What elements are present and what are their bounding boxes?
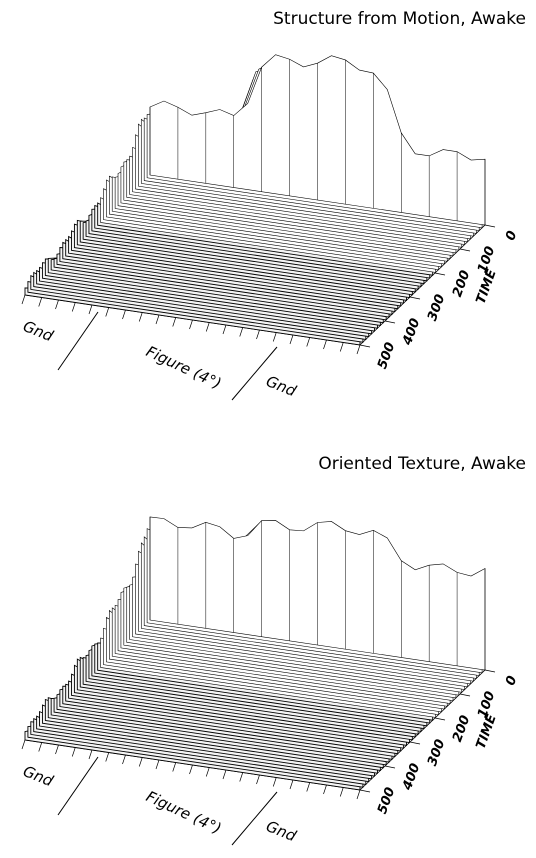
front-tick bbox=[239, 772, 244, 782]
time-axis-label: TIME bbox=[474, 267, 500, 306]
front-tick bbox=[55, 744, 59, 755]
time-tick-label: 200 bbox=[450, 268, 473, 299]
front-tick bbox=[71, 302, 76, 312]
panel-title: Oriented Texture, Awake bbox=[318, 454, 526, 474]
front-tick bbox=[323, 339, 327, 350]
time-tick bbox=[484, 224, 496, 228]
front-tick bbox=[38, 297, 43, 307]
region-divider bbox=[231, 791, 278, 846]
front-tick bbox=[339, 342, 344, 352]
front-tick bbox=[306, 337, 311, 347]
region-label: Gnd bbox=[21, 317, 57, 345]
time-axis-label: TIME bbox=[474, 712, 500, 751]
region-label: Gnd bbox=[264, 372, 300, 400]
panel: Oriented Texture, Awake Gnd Figure (4°) Gnd… bbox=[21, 454, 526, 845]
panel: Structure from Motion, Awake Gnd Figure (4… bbox=[21, 9, 526, 400]
time-tick bbox=[484, 669, 496, 673]
front-tick bbox=[21, 294, 26, 305]
front-tick bbox=[122, 754, 126, 765]
time-tick bbox=[384, 765, 396, 769]
front-tick bbox=[155, 759, 160, 770]
time-tick bbox=[409, 741, 421, 745]
time-tick-label: 0 bbox=[503, 674, 520, 688]
front-tick bbox=[88, 749, 93, 760]
front-tick bbox=[71, 747, 76, 757]
front-tick bbox=[289, 779, 294, 790]
region-divider bbox=[57, 756, 99, 816]
time-tick bbox=[384, 320, 396, 324]
region-divider bbox=[231, 346, 278, 401]
front-tick bbox=[205, 767, 210, 777]
time-tick bbox=[459, 693, 471, 697]
time-tick-label: 0 bbox=[503, 229, 520, 243]
front-tick bbox=[122, 309, 126, 320]
time-tick bbox=[359, 344, 371, 348]
front-tick bbox=[289, 334, 294, 345]
front-tick bbox=[339, 787, 344, 797]
front-tick bbox=[138, 757, 143, 767]
time-tick bbox=[434, 717, 446, 721]
front-tick bbox=[306, 782, 311, 792]
time-tick-label: 500 bbox=[375, 340, 398, 371]
front-tick bbox=[222, 324, 227, 335]
front-tick bbox=[38, 742, 43, 752]
front-tick bbox=[323, 784, 327, 795]
time-tick-label: 200 bbox=[450, 713, 473, 744]
front-tick bbox=[55, 299, 59, 310]
front-tick bbox=[172, 762, 177, 772]
front-tick bbox=[205, 322, 210, 332]
front-tick bbox=[172, 317, 177, 327]
time-tick-label: 400 bbox=[400, 761, 424, 793]
front-tick bbox=[239, 327, 244, 337]
front-tick bbox=[105, 307, 110, 317]
front-tick bbox=[155, 314, 160, 325]
front-tick bbox=[356, 344, 361, 355]
region-label: Figure (4°) bbox=[143, 342, 224, 392]
front-tick bbox=[256, 774, 260, 785]
time-tick-label: 300 bbox=[425, 292, 448, 323]
front-tick bbox=[272, 777, 277, 787]
region-divider bbox=[57, 311, 99, 371]
front-tick bbox=[256, 329, 260, 340]
time-tick bbox=[459, 248, 471, 252]
region-label: Figure (4°) bbox=[143, 787, 224, 837]
time-tick bbox=[409, 296, 421, 300]
time-tick-label: 300 bbox=[425, 737, 448, 768]
time-tick bbox=[434, 272, 446, 276]
front-tick bbox=[88, 304, 93, 315]
time-tick-label: 500 bbox=[375, 785, 398, 816]
front-tick bbox=[272, 332, 277, 342]
region-label: Gnd bbox=[264, 817, 300, 845]
front-tick bbox=[105, 752, 110, 762]
front-tick bbox=[21, 739, 26, 750]
front-tick bbox=[138, 312, 143, 322]
region-label: Gnd bbox=[21, 762, 57, 790]
time-tick-label: 400 bbox=[400, 316, 424, 348]
front-tick bbox=[356, 789, 361, 800]
front-tick bbox=[222, 769, 227, 780]
front-tick bbox=[189, 764, 193, 775]
front-tick bbox=[189, 319, 193, 330]
time-tick bbox=[359, 789, 371, 793]
panel-title: Structure from Motion, Awake bbox=[273, 9, 526, 29]
